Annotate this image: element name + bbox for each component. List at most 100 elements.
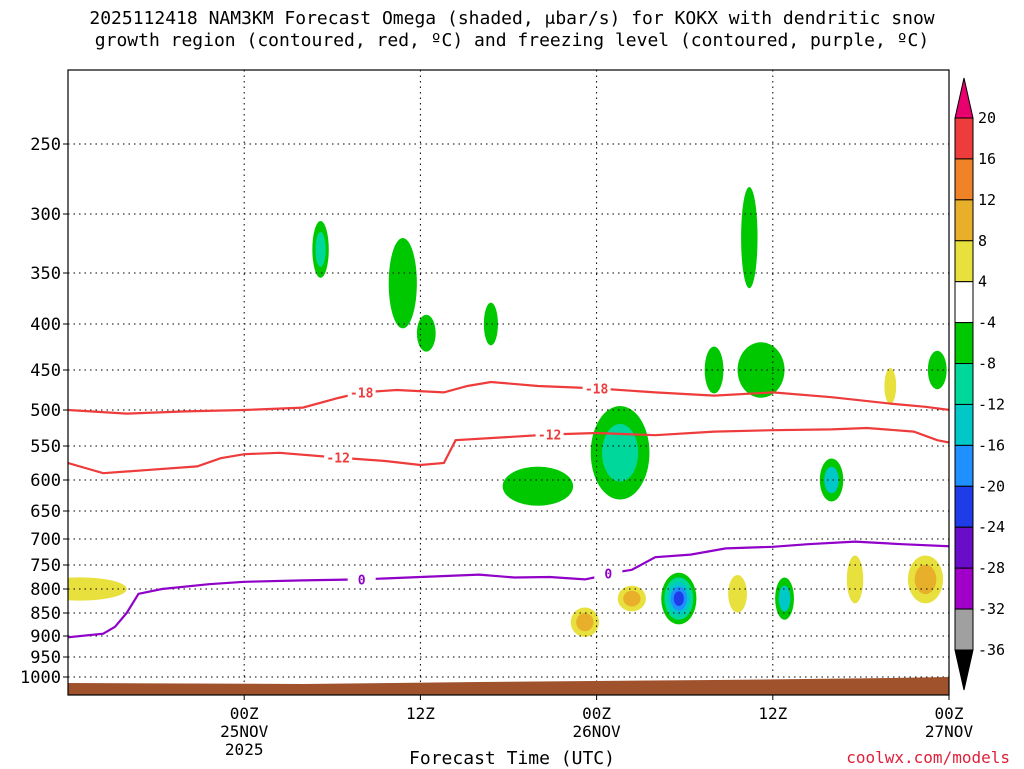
x-tick-label: 12Z	[406, 704, 435, 723]
colorbar-swatch	[954, 199, 974, 242]
colorbar-label: -28	[978, 559, 1005, 577]
colorbar-label: -12	[978, 395, 1005, 413]
omega-blob	[704, 346, 724, 394]
y-tick-label: 950	[30, 648, 61, 668]
y-tick-label: 750	[30, 556, 61, 576]
omega-blob	[728, 575, 747, 613]
colorbar-label: -8	[978, 355, 996, 373]
x-tick-label: 00Z	[230, 704, 259, 723]
y-tick-label: 650	[30, 502, 61, 522]
colorbar-swatch	[954, 567, 974, 610]
colorbar-label: -4	[978, 314, 996, 332]
colorbar-label: -32	[978, 600, 1005, 618]
omega-blob	[602, 424, 639, 482]
omega-blob	[68, 577, 127, 601]
ground-fill	[68, 677, 949, 695]
y-tick-label: 800	[30, 580, 61, 600]
omega-blob	[576, 613, 594, 632]
x-tick-label: 25NOV	[220, 722, 269, 741]
omega-blob	[976, 279, 1004, 493]
contour-label-bg	[594, 565, 623, 582]
contour-label-bg	[324, 449, 353, 466]
omega-blob	[416, 314, 436, 352]
colorbar-swatch	[954, 281, 974, 324]
omega-blob	[914, 564, 937, 595]
chart-title-line-1: 2025112418 NAM3KM Forecast Omega (shaded…	[89, 8, 935, 29]
x-tick-label: 00Z	[935, 704, 964, 723]
y-tick-label: 600	[30, 471, 61, 491]
ground-surface	[68, 677, 949, 695]
contour-label-bg	[535, 426, 564, 443]
colorbar-swatch	[954, 322, 974, 365]
contour-label-bg	[582, 380, 611, 397]
y-tick-label: 300	[30, 205, 61, 225]
colorbar-label: -16	[978, 436, 1005, 454]
omega-blob	[483, 302, 498, 346]
colorbar-label: 20	[978, 109, 996, 127]
x-tick-label: 12Z	[758, 704, 787, 723]
colorbar-top-arrow	[954, 77, 974, 119]
freezing-level-contour	[68, 540, 949, 639]
omega-blob	[981, 320, 998, 451]
colorbar-label: -20	[978, 477, 1005, 495]
y-axis: 250 300 350 400 450 500 550 600 650 700 750 800 850 9…	[20, 135, 68, 688]
y-tick-label: 350	[30, 264, 61, 284]
chart-title-line-2: growth region (contoured, red, ºC) and f…	[94, 30, 930, 51]
omega-blob	[502, 466, 574, 506]
x-tick-label: 27NOV	[925, 722, 974, 741]
omega-blob	[673, 591, 684, 606]
contour-label: -18	[585, 382, 609, 397]
colorbar-swatch	[954, 403, 974, 446]
grid-lines	[68, 70, 950, 695]
plot-frame	[67, 69, 950, 696]
colorbar-label: -24	[978, 518, 1005, 536]
temperature-contours: -18 -18 -12 -12 0 0	[68, 380, 949, 639]
colorbar-legend: 20 16 12 8 4 -4 -8 -12 -16 -20 -24 -28 -32 -36	[954, 77, 1005, 691]
omega-blob	[970, 570, 998, 626]
x-tick-label: 00Z	[582, 704, 611, 723]
contour-label: 0	[358, 573, 366, 588]
colorbar-label: 4	[978, 273, 987, 291]
colorbar-swatch	[954, 363, 974, 405]
contour-label: 0	[604, 568, 612, 583]
colorbar-label: 16	[978, 150, 996, 168]
omega-blob	[884, 368, 897, 404]
credit-link[interactable]: coolwx.com/models	[846, 748, 1010, 767]
colorbar-swatch	[954, 485, 974, 528]
colorbar-swatch	[954, 608, 974, 651]
x-tick-label: 2025	[225, 740, 264, 759]
omega-blob	[846, 555, 864, 604]
contour-label: -12	[538, 428, 561, 443]
omega-blob	[741, 187, 758, 289]
colorbar-swatch	[954, 158, 974, 201]
y-tick-label: 400	[30, 315, 61, 335]
colorbar-swatch	[954, 444, 974, 487]
omega-blob	[315, 231, 326, 267]
contour-label: -12	[326, 452, 349, 467]
omega-blob	[824, 466, 839, 494]
y-tick-label: 850	[30, 604, 61, 624]
contour-label-bg	[347, 384, 376, 401]
colorbar-label: -36	[978, 641, 1005, 659]
y-tick-label: 450	[30, 361, 61, 381]
dgz-contour	[68, 380, 949, 415]
colorbar-swatch	[954, 526, 974, 569]
y-tick-label: 1000	[20, 668, 61, 688]
colorbar-label: 12	[978, 191, 996, 209]
omega-blob	[623, 590, 641, 607]
y-tick-label: 250	[30, 135, 61, 155]
contour-label: -18	[350, 386, 374, 401]
colorbar-bottom-arrow	[954, 649, 974, 691]
contour-label-bg	[347, 571, 376, 588]
y-tick-label: 550	[30, 437, 61, 457]
y-tick-label: 500	[30, 401, 61, 421]
colorbar-swatch	[954, 240, 974, 283]
omega-blob	[778, 585, 791, 612]
y-tick-label: 700	[30, 530, 61, 550]
x-tick-label: 26NOV	[573, 722, 622, 741]
colorbar-label: 8	[978, 232, 987, 250]
x-axis-label: Forecast Time (UTC)	[409, 748, 615, 769]
omega-blob	[388, 238, 417, 329]
